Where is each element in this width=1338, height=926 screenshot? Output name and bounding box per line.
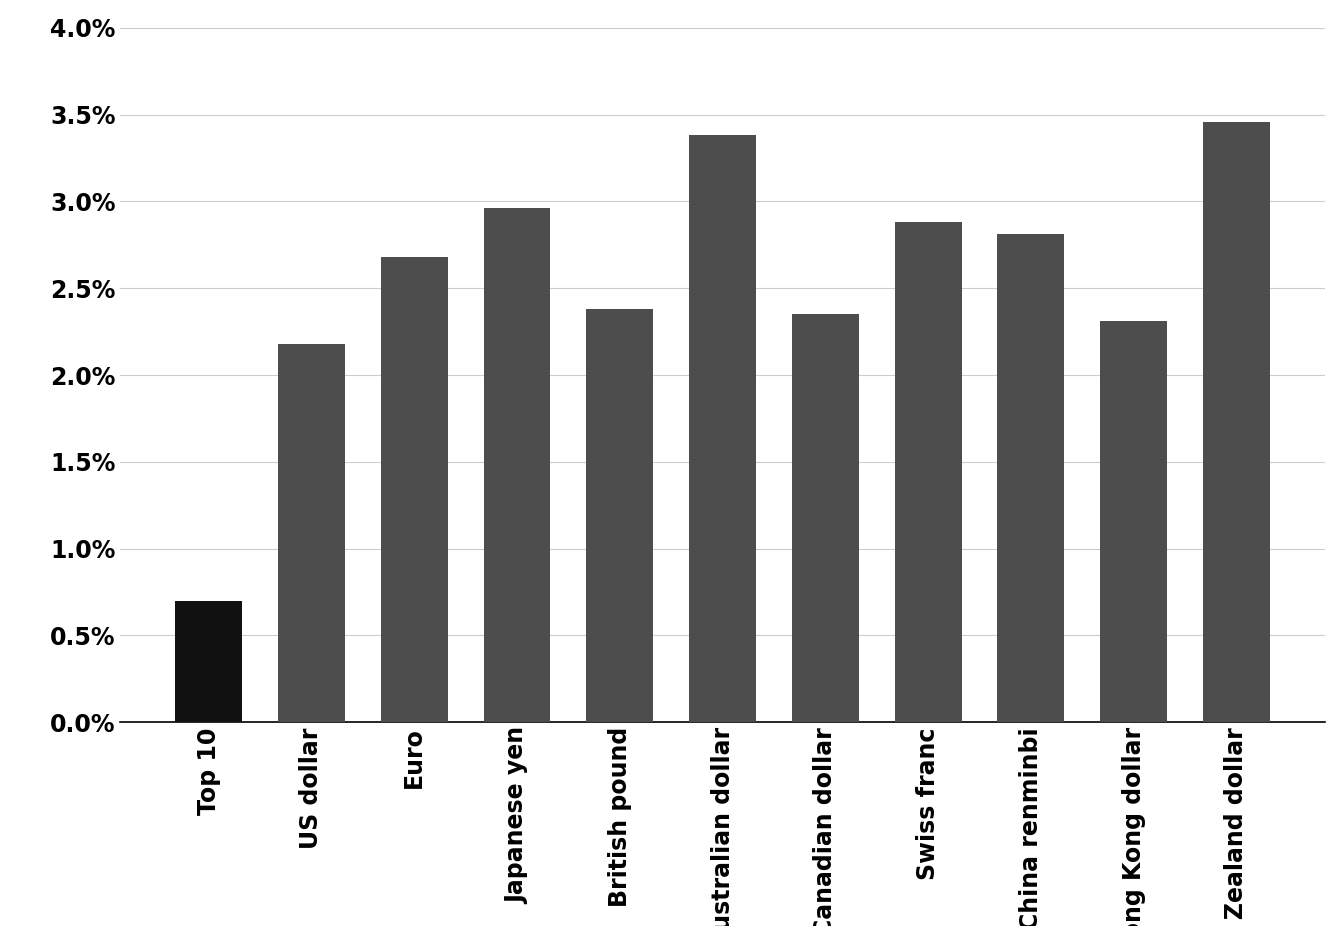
Bar (175, 601, 242, 722)
Bar (689, 135, 756, 722)
Bar (895, 222, 962, 722)
Bar (483, 208, 550, 722)
Bar (792, 314, 859, 722)
Bar (278, 344, 345, 722)
Bar (586, 309, 653, 722)
Bar (998, 234, 1064, 722)
Bar (381, 257, 447, 722)
Bar (1203, 121, 1270, 722)
Bar (1100, 321, 1167, 722)
